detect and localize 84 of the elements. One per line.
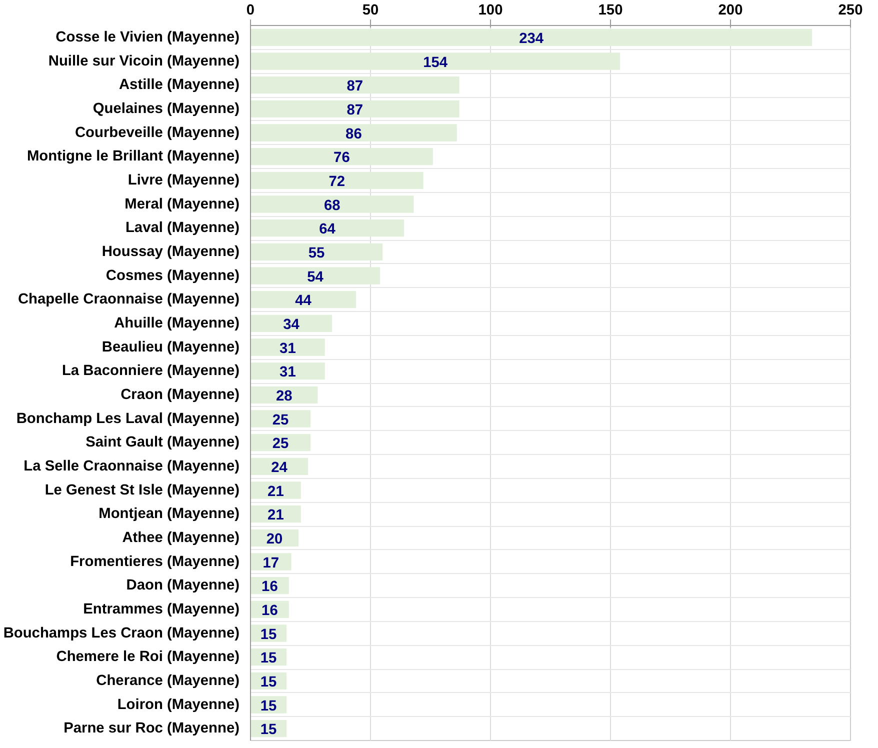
- bar: [250, 267, 380, 284]
- bar: [250, 220, 404, 237]
- data-label: 15: [260, 698, 277, 714]
- data-label: 44: [295, 293, 312, 310]
- bar: [250, 410, 310, 428]
- data-label: 54: [307, 269, 324, 286]
- x-tick-label: 50: [362, 2, 379, 18]
- data-label: 55: [308, 245, 325, 262]
- y-tick-label: Meral (Mayenne): [124, 196, 240, 212]
- data-label: 87: [346, 102, 364, 118]
- data-label: 154: [423, 54, 448, 71]
- data-label: 15: [260, 650, 277, 667]
- data-label: 21: [268, 508, 284, 524]
- data-label: 31: [280, 364, 296, 381]
- y-tick-label: Astille (Mayenne): [118, 77, 240, 94]
- bar: [250, 291, 356, 308]
- y-tick-label: Beaulieu (Mayenne): [102, 339, 240, 356]
- data-label: 15: [260, 722, 277, 738]
- x-tick-label: 200: [718, 2, 743, 18]
- y-tick-label: Quelaines (Mayenne): [92, 100, 240, 117]
- bar: [250, 553, 292, 570]
- bar: [250, 28, 812, 46]
- x-tick-label: 250: [838, 2, 863, 18]
- data-label: 16: [262, 579, 278, 596]
- data-label: 72: [328, 174, 346, 190]
- bar: [250, 76, 460, 94]
- bar: [250, 338, 325, 356]
- data-label: 21: [268, 484, 284, 500]
- data-label: 34: [283, 316, 300, 333]
- y-tick-label: Fromentieres (Mayenne): [70, 554, 240, 570]
- y-tick-label: Montigne le Brillant (Mayenne): [26, 148, 240, 165]
- bar: [250, 314, 332, 332]
- data-label: 17: [262, 555, 280, 572]
- data-label: 76: [334, 150, 350, 166]
- y-tick-label: Bonchamp Les Laval (Mayenne): [16, 410, 240, 427]
- y-tick-label: Saint Gault (Mayenne): [86, 434, 240, 451]
- data-label: 15: [260, 674, 277, 690]
- bar: [250, 148, 433, 166]
- bar: [250, 243, 382, 260]
- y-tick-label: Loiron (Mayenne): [117, 696, 240, 713]
- data-label: 234: [519, 30, 544, 47]
- bar: [250, 124, 457, 142]
- bar: [250, 172, 424, 189]
- data-label: 87: [346, 78, 364, 95]
- bar: [250, 362, 325, 380]
- y-tick-label: La Baconniere (Mayenne): [62, 363, 240, 380]
- y-tick-label: Le Genest St Isle (Mayenne): [44, 482, 240, 498]
- bar: [250, 100, 460, 118]
- data-label: 20: [266, 531, 283, 548]
- y-tick-label: Cherance (Mayenne): [96, 672, 240, 689]
- y-tick-label: Cosmes (Mayenne): [106, 268, 240, 284]
- y-tick-label: Courbeveille (Mayenne): [74, 124, 240, 141]
- y-tick-label: Montjean (Mayenne): [98, 506, 240, 522]
- data-label: 68: [324, 198, 340, 214]
- data-label: 25: [272, 436, 289, 452]
- data-label: 24: [271, 460, 288, 476]
- y-tick-label: Livre (Mayenne): [128, 172, 240, 188]
- data-label: 64: [319, 222, 336, 238]
- data-label: 16: [262, 602, 278, 619]
- data-label: 31: [280, 340, 296, 357]
- y-tick-label: Chemere le Roi (Mayenne): [56, 649, 240, 666]
- x-tick-label: 0: [246, 2, 255, 18]
- y-tick-label: Daon (Mayenne): [126, 578, 240, 594]
- y-tick-label: Bouchamps Les Craon (Mayenne): [3, 625, 240, 642]
- x-tick-label: 100: [478, 2, 503, 18]
- y-tick-label: Ahuille (Mayenne): [114, 315, 240, 332]
- y-tick-label: Cosse le Vivien (Mayenne): [56, 29, 240, 46]
- y-tick-label: Entrammes (Mayenne): [83, 601, 240, 618]
- y-tick-label: La Selle Craonnaise (Mayenne): [24, 458, 240, 474]
- data-label: 15: [260, 626, 277, 643]
- y-tick-label: Craon (Mayenne): [120, 386, 240, 403]
- y-tick-label: Parne sur Roc (Mayenne): [64, 720, 240, 737]
- y-tick-label: Athee (Mayenne): [122, 530, 240, 546]
- bar: [250, 196, 414, 213]
- y-tick-label: Houssay (Mayenne): [102, 244, 240, 260]
- x-tick-label: 150: [598, 2, 623, 18]
- data-label: 25: [272, 412, 289, 428]
- data-label: 28: [276, 388, 292, 404]
- y-tick-label: Nuille sur Vicoin (Mayenne): [48, 53, 240, 70]
- data-label: 86: [346, 126, 362, 142]
- y-tick-label: Laval (Mayenne): [125, 220, 240, 236]
- bar: [250, 482, 301, 499]
- bar: [250, 52, 620, 70]
- y-tick-label: Chapelle Craonnaise (Mayenne): [18, 292, 240, 308]
